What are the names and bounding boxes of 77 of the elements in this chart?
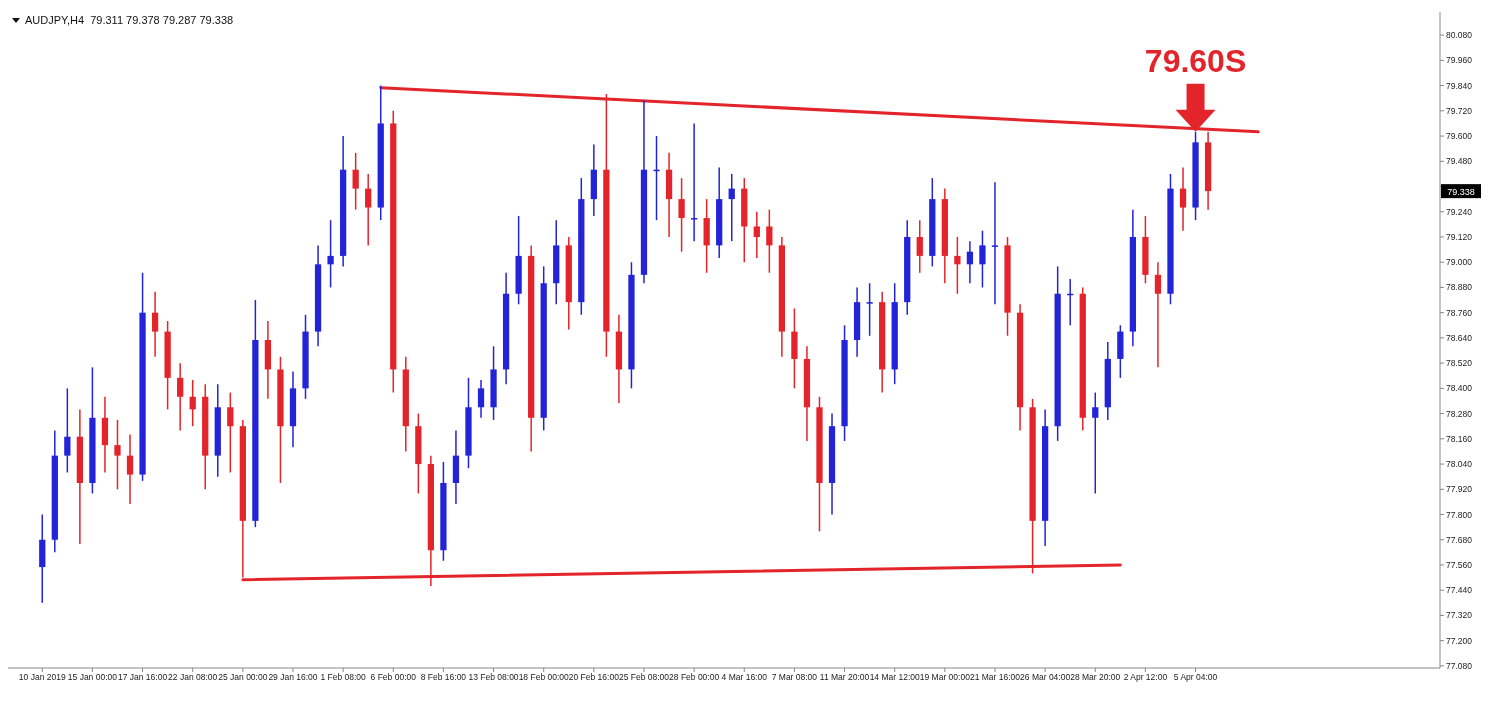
x-tick-label: 4 Mar 16:00 bbox=[721, 672, 768, 683]
candlestick bbox=[227, 391, 234, 474]
x-tick-label: 20 Feb 16:00 bbox=[568, 672, 620, 683]
x-tick-label: 17 Jan 16:00 bbox=[117, 672, 168, 683]
x-tick-label: 25 Jan 00:00 bbox=[218, 672, 268, 683]
candlestick bbox=[979, 229, 986, 289]
candlestick bbox=[64, 387, 71, 474]
candlestick bbox=[151, 290, 159, 358]
y-tick-label: 77.560 bbox=[1446, 559, 1473, 570]
y-tick-label: 78.760 bbox=[1446, 307, 1473, 318]
candlestick bbox=[866, 282, 873, 337]
y-tick-label: 77.680 bbox=[1446, 534, 1473, 545]
y-tick-label: 80.080 bbox=[1446, 30, 1473, 41]
x-tick-label: 21 Mar 16:00 bbox=[969, 672, 1021, 683]
x-tick-label: 25 Feb 08:00 bbox=[618, 672, 670, 683]
y-tick-label: 79.120 bbox=[1446, 231, 1473, 242]
x-tick-label: 22 Jan 08:00 bbox=[168, 672, 218, 683]
candlestick bbox=[126, 433, 134, 505]
x-tick-label: 5 Apr 04:00 bbox=[1173, 672, 1218, 683]
y-tick-label: 77.440 bbox=[1446, 585, 1473, 596]
y-tick-label: 79.000 bbox=[1446, 257, 1473, 268]
candlestick bbox=[954, 236, 961, 295]
candlestick bbox=[1154, 261, 1162, 369]
chart-title: AUDJPY,H4 79.311 79.378 79.287 79.338 bbox=[25, 14, 234, 26]
y-tick-label: 78.640 bbox=[1446, 332, 1473, 343]
y-tick-label: 77.920 bbox=[1446, 484, 1473, 495]
x-tick-label: 11 Mar 20:00 bbox=[819, 672, 870, 683]
candlestick bbox=[352, 152, 359, 211]
candlestick bbox=[1179, 166, 1187, 232]
x-tick-label: 7 Mar 08:00 bbox=[771, 672, 818, 683]
y-tick-label: 79.240 bbox=[1446, 206, 1473, 217]
x-tick-label: 28 Feb 00:00 bbox=[669, 672, 720, 683]
candlestick bbox=[728, 173, 735, 242]
x-tick-label: 2 Apr 12:00 bbox=[1123, 672, 1168, 683]
x-tick-label: 15 Jan 00:00 bbox=[67, 672, 118, 683]
y-tick-label: 78.160 bbox=[1446, 433, 1473, 444]
x-tick-label: 18 Feb 00:00 bbox=[518, 672, 570, 683]
y-tick-label: 79.600 bbox=[1446, 131, 1473, 142]
candlestick bbox=[365, 173, 372, 247]
candlestick bbox=[189, 379, 196, 427]
x-tick-label: 19 Mar 00:00 bbox=[919, 672, 971, 683]
y-tick-label: 77.200 bbox=[1446, 635, 1473, 646]
x-tick-label: 10 Jan 2019 bbox=[18, 672, 66, 683]
x-tick-label: 14 Mar 12:00 bbox=[869, 672, 921, 683]
candlestick bbox=[966, 240, 974, 284]
y-tick-label: 77.800 bbox=[1446, 509, 1473, 520]
candlestick bbox=[1092, 391, 1099, 495]
y-tick-label: 79.480 bbox=[1446, 156, 1473, 167]
y-tick-label: 79.960 bbox=[1446, 55, 1473, 66]
candlestick bbox=[678, 177, 685, 253]
candlestick bbox=[477, 379, 485, 419]
x-tick-label: 26 Mar 04:00 bbox=[1020, 672, 1071, 683]
x-tick-label: 28 Mar 20:00 bbox=[1070, 672, 1121, 683]
candlestick bbox=[114, 419, 121, 491]
y-tick-label: 78.280 bbox=[1446, 408, 1473, 419]
candlestick bbox=[766, 208, 773, 274]
y-tick-label: 78.040 bbox=[1446, 459, 1473, 470]
annotation: 79.60S bbox=[1144, 42, 1247, 79]
y-tick-label: 78.400 bbox=[1446, 383, 1473, 394]
y-tick-label: 77.320 bbox=[1446, 610, 1473, 621]
y-tick-label: 78.880 bbox=[1446, 282, 1473, 293]
y-tick-label: 79.720 bbox=[1446, 105, 1473, 116]
candlestick bbox=[916, 219, 923, 274]
y-tick-label: 78.520 bbox=[1446, 358, 1473, 369]
candlestick bbox=[177, 362, 184, 432]
candlestick bbox=[690, 122, 698, 242]
candlestick bbox=[327, 219, 334, 289]
text: 79.338 bbox=[1447, 187, 1475, 198]
y-tick-label: 77.080 bbox=[1446, 660, 1473, 671]
y-tick-label: 79.840 bbox=[1446, 80, 1473, 91]
candlestick bbox=[753, 210, 760, 259]
x-tick-label: 29 Jan 16:00 bbox=[268, 672, 318, 683]
x-tick-label: 13 Feb 08:00 bbox=[468, 672, 519, 683]
x-tick-label: 1 Feb 08:00 bbox=[320, 672, 367, 683]
candlestick bbox=[991, 181, 999, 306]
x-tick-label: 8 Feb 16:00 bbox=[420, 672, 467, 683]
x-tick-label: 6 Feb 00:00 bbox=[370, 672, 417, 683]
